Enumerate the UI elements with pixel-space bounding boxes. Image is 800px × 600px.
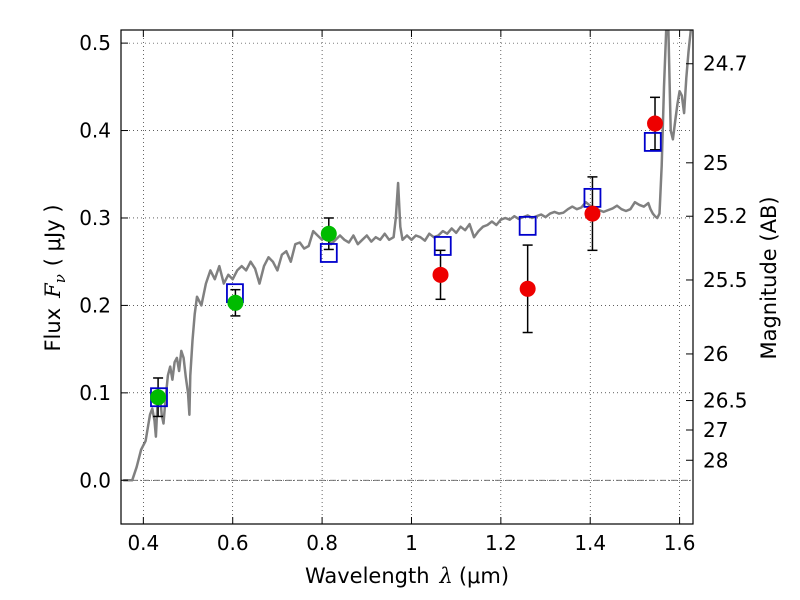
x-axis-label-text: Wavelength: [305, 564, 430, 588]
y-axis-subscript: ν: [51, 274, 69, 283]
magnitude-tick-label: 27: [703, 418, 728, 442]
right-axis-label: Magnitude (AB): [757, 196, 781, 359]
spectrum-line: [123, 30, 693, 482]
y-axis-symbol: F: [41, 282, 65, 299]
green-data-point: [227, 294, 244, 311]
x-axis-unit: (μm): [459, 564, 509, 588]
x-axis-label: Wavelength λ (μm): [305, 564, 509, 588]
y-tick-label: 0.3: [79, 206, 111, 230]
y-tick-label: 0.5: [79, 31, 111, 55]
markers: [150, 96, 664, 418]
y-tick-label: 0.1: [79, 381, 111, 405]
y-tick-label: 0.0: [79, 468, 111, 492]
magnitude-tick-label: 28: [703, 448, 728, 472]
plot-area: [123, 30, 693, 482]
red-data-point: [432, 266, 449, 283]
red-data-point: [647, 115, 664, 132]
model-square-marker: [643, 132, 662, 152]
ticks: 0.4 0.6 0.8 1 1.2 1.4 1.6 0.0 0.1 0.2 0.3 0.4 0.5 24.…: [79, 30, 748, 555]
y-tick-label: 0.4: [79, 119, 111, 143]
x-tick-label: 1.4: [574, 531, 606, 555]
model-square-marker: [433, 236, 452, 256]
x-tick-label: 0.8: [306, 531, 338, 555]
y-axis-label-text: Flux: [41, 308, 65, 352]
x-axis-symbol: λ: [439, 564, 453, 588]
green-data-point: [320, 225, 337, 242]
plot-background: [121, 30, 693, 524]
magnitude-tick-label: 26.5: [703, 389, 748, 413]
y-axis-unit: ( μJy ): [41, 204, 65, 266]
model-square-marker: [319, 243, 338, 263]
x-tick-label: 0.6: [217, 531, 249, 555]
red-data-point: [519, 280, 536, 297]
y-axis-label: Flux Fν ( μJy ): [41, 204, 69, 351]
red-data-point: [584, 205, 601, 222]
magnitude-tick-label: 25.5: [703, 268, 748, 292]
magnitude-tick-label: 25.2: [703, 204, 748, 228]
x-tick-label: 1.2: [485, 531, 517, 555]
magnitude-tick-label: 25: [703, 151, 728, 175]
magnitude-tick-label: 24.7: [703, 52, 748, 76]
plot-frame: [120, 29, 694, 525]
model-square-marker: [518, 215, 537, 236]
green-data-point: [150, 389, 167, 406]
magnitude-tick-label: 26: [703, 342, 728, 366]
x-tick-label: 1: [405, 531, 418, 555]
y-tick-label: 0.2: [79, 293, 111, 317]
x-tick-label: 1.6: [664, 531, 696, 555]
x-tick-label: 0.4: [127, 531, 159, 555]
